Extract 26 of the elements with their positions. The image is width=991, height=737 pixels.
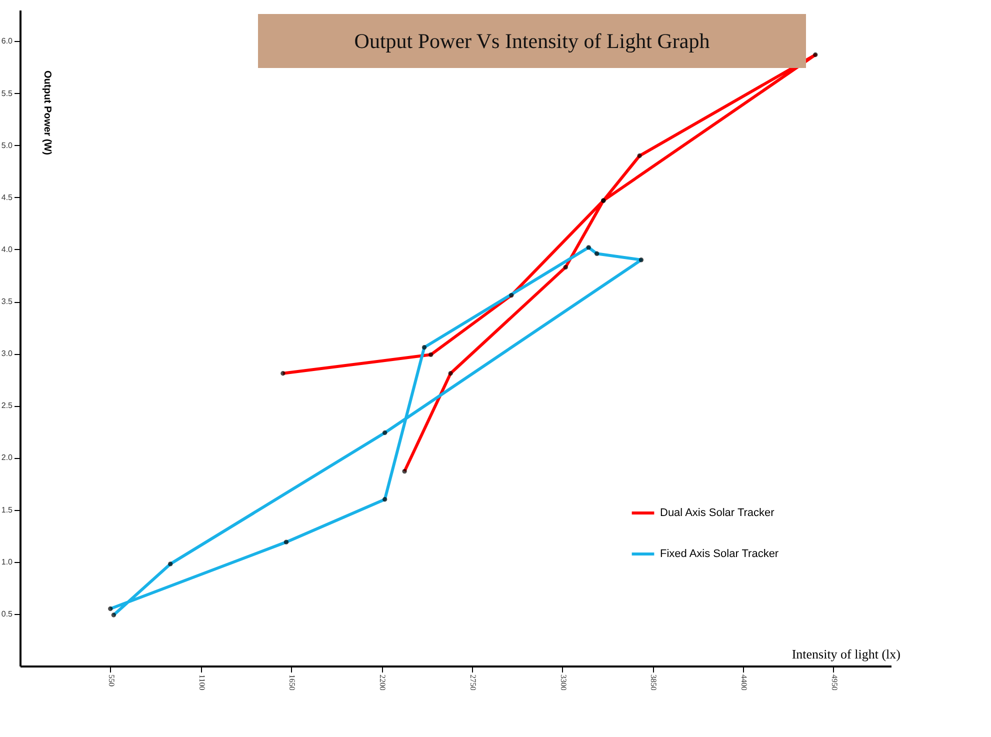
x-tick-label: 2200	[378, 674, 388, 690]
y-tick-label: 2.5	[1, 401, 14, 410]
x-tick-label: 1650	[288, 674, 297, 690]
y-tick-label: 1.5	[1, 505, 14, 514]
y-tick-label: 3.5	[1, 297, 14, 306]
y-tick-label: 1.0	[1, 557, 14, 566]
x-tick-label: 3300	[558, 674, 568, 690]
y-tick-label: 6.0	[1, 36, 14, 46]
x-tick-label: 4400	[740, 674, 749, 690]
y-tick-label: 2.0	[1, 453, 14, 462]
x-tick-label: 550	[106, 674, 116, 686]
y-tick-label: 5.0	[1, 140, 14, 150]
y-tick-label: 5.5	[1, 88, 14, 98]
y-tick-label: 3.0	[1, 349, 14, 358]
title-banner: Output Power Vs Intensity of Light Graph	[258, 14, 806, 68]
y-tick-label: 4.5	[1, 192, 14, 202]
x-tick-label: 4950	[830, 674, 839, 690]
x-tick-label: 2750	[468, 674, 478, 690]
y-axis-title: Output Power (W)	[42, 70, 52, 155]
x-axis-title: Intensity of light (lx)	[792, 646, 900, 662]
y-tick-label: 4.0	[1, 244, 14, 254]
legend-label: Fixed Axis Solar Tracker	[660, 548, 779, 560]
y-tick-label: 0.5	[1, 609, 14, 618]
x-tick-label: 1100	[197, 674, 206, 690]
legend-label: Dual Axis Solar Tracker	[660, 507, 775, 519]
x-tick-label: 3850	[649, 674, 658, 690]
